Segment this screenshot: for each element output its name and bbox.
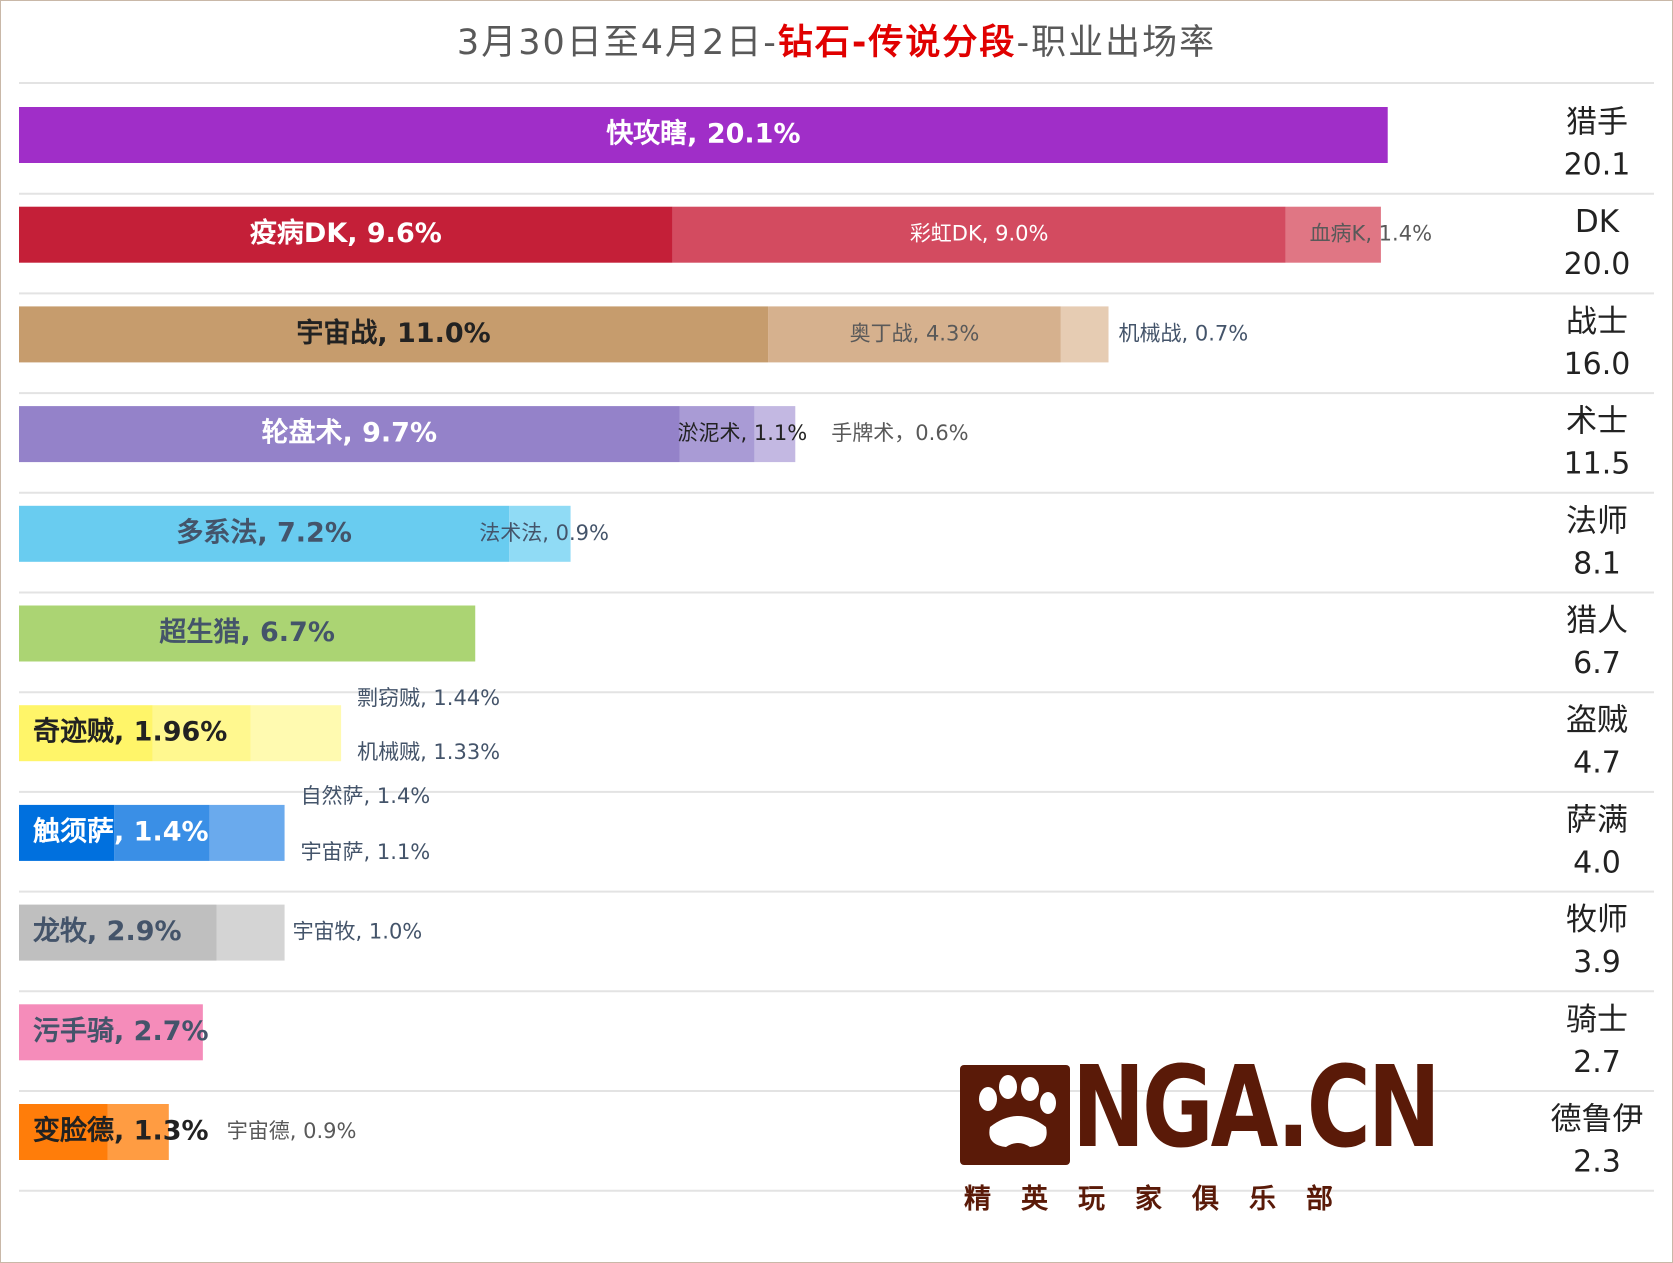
- bar-segment: [19, 705, 153, 762]
- class-total-label: 16.0: [1564, 347, 1631, 382]
- bar-label: 变脸德, 1.3%: [33, 1115, 209, 1147]
- class-total-label: 20.1: [1564, 148, 1631, 183]
- bar-label: 多系法, 7.2%: [176, 517, 352, 548]
- class-total-label: 20.0: [1564, 247, 1631, 282]
- bar-segment: [216, 904, 285, 961]
- paw-logo-icon: [960, 1065, 1070, 1165]
- class-total-label: 3.9: [1573, 945, 1621, 980]
- bar-label: 宇宙萨, 1.1%: [301, 840, 431, 864]
- title-suffix: -职业出场率: [1016, 23, 1217, 63]
- class-name-label: 猎人: [1566, 603, 1628, 639]
- bar-label: 血病K, 1.4%: [1310, 222, 1432, 246]
- bar-segment: [19, 306, 769, 363]
- bar-segment: [19, 804, 115, 861]
- bar-segment: [19, 406, 680, 463]
- bar-segment: [250, 705, 342, 762]
- bar-segment: [509, 505, 571, 562]
- class-name-label: 德鲁伊: [1551, 1102, 1644, 1138]
- chart-title: 3月30日至4月2日-钻石-传说分段-职业出场率: [0, 14, 1673, 65]
- nga-logo: NGA.CN 精英玩家俱乐部: [960, 1043, 1441, 1225]
- class-name-label: 盗贼: [1566, 703, 1628, 739]
- bar-label: 奇迹贼, 1.96%: [33, 717, 227, 748]
- logo-subtitle: 精英玩家俱乐部: [964, 1184, 1363, 1215]
- bar-label: 彩虹DK, 9.0%: [910, 222, 1049, 246]
- bar-segment: [19, 1004, 203, 1061]
- title-highlight: 钻石-传说分段: [777, 23, 1017, 63]
- class-total-label: 4.0: [1573, 845, 1621, 880]
- bar-label: 宇宙牧, 1.0%: [293, 920, 423, 944]
- bar-segment: [107, 1104, 169, 1160]
- class-total-label: 6.7: [1573, 646, 1621, 681]
- bar-label: 快攻瞎, 20.1%: [606, 118, 800, 150]
- class-name-label: 骑士: [1566, 1002, 1628, 1038]
- bar-segment: [209, 804, 285, 861]
- bar-segment: [152, 705, 251, 762]
- class-total-label: 8.1: [1573, 546, 1621, 581]
- bar-segment: [19, 505, 510, 562]
- class-total-label: 11.5: [1564, 447, 1631, 482]
- bar-label: 轮盘术, 9.7%: [261, 417, 437, 449]
- class-total-label: 4.7: [1573, 746, 1621, 781]
- class-name-label: 猎手: [1566, 105, 1628, 141]
- bar-label: 龙牧, 2.9%: [33, 916, 182, 947]
- bar-label: 法术法, 0.9%: [479, 521, 609, 545]
- logo-text: NGA.CN: [1072, 1043, 1441, 1173]
- bar-segment: [19, 605, 476, 662]
- bar-label: 超生猎, 6.7%: [159, 617, 335, 648]
- bar-segment: [19, 206, 673, 263]
- bar-label: 机械战, 0.7%: [1119, 321, 1249, 345]
- bar-label: 触须萨, 1.4%: [33, 816, 209, 847]
- class-name-label: DK: [1575, 204, 1620, 240]
- bar-label: 机械贼, 1.33%: [357, 740, 500, 764]
- bar-label: 宇宙战, 11.0%: [296, 317, 490, 349]
- bar-segment: [19, 1104, 108, 1160]
- bar-segment: [19, 107, 1388, 163]
- bar-segment: [754, 406, 796, 463]
- bar-label: 剽窃贼, 1.44%: [357, 686, 500, 710]
- bar-label: 奥丁战, 4.3%: [850, 321, 980, 345]
- bar-label: 淤泥术, 1.1%: [678, 421, 808, 445]
- class-name-label: 法师: [1566, 503, 1628, 539]
- bar-label: 自然萨, 1.4%: [301, 784, 431, 808]
- class-name-label: 战士: [1566, 304, 1628, 340]
- class-total-label: 2.3: [1573, 1145, 1621, 1180]
- bar-label: 疫病DK, 9.6%: [250, 217, 442, 249]
- bar-label: 宇宙德, 0.9%: [227, 1119, 357, 1143]
- bar-segment: [768, 306, 1061, 363]
- bar-label: 污手骑, 2.7%: [33, 1016, 209, 1047]
- bar-segment: [672, 206, 1286, 263]
- bar-segment: [1060, 306, 1109, 363]
- bar-segment: [679, 406, 755, 463]
- title-prefix: 3月30日至4月2日-: [456, 23, 778, 63]
- class-name-label: 术士: [1566, 404, 1628, 440]
- bar-label: 手牌术，0.6%: [831, 421, 968, 445]
- class-name-label: 牧师: [1566, 902, 1628, 938]
- bar-segment: [114, 804, 210, 861]
- bar-segment: [19, 904, 217, 961]
- bar-segment: [1285, 206, 1381, 263]
- class-name-label: 萨满: [1566, 802, 1628, 838]
- class-total-label: 2.7: [1573, 1045, 1621, 1080]
